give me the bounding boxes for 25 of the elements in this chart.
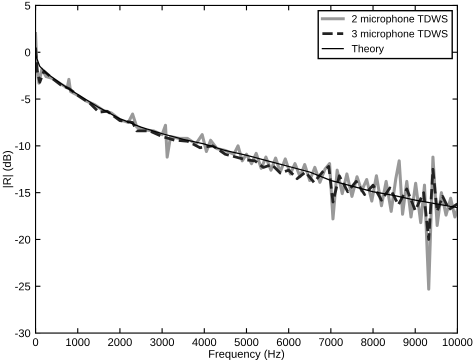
y-tick-label: -25 — [15, 282, 30, 290]
x-tick-label: 8000 — [361, 338, 385, 346]
y-tick-label: -5 — [21, 95, 30, 104]
y-tick-label: -15 — [15, 189, 30, 197]
x-tick-label: 3000 — [150, 338, 174, 346]
line-series — [36, 46, 458, 241]
x-tick-label: 4000 — [192, 338, 216, 346]
x-tick-label: 0 — [32, 338, 38, 346]
legend-label: Theory — [352, 44, 384, 54]
x-tick-label: 10000 — [442, 338, 472, 346]
y-tick-label: -30 — [15, 329, 30, 338]
x-tick-label: 9000 — [403, 338, 428, 346]
x-tick-label: 6000 — [276, 338, 301, 346]
x-tick-label: 7000 — [319, 338, 343, 346]
y-tick-label: -20 — [15, 236, 30, 244]
x-tick-label: 1000 — [66, 338, 90, 346]
x-tick-label: 2000 — [108, 338, 132, 346]
x-tick-label: 5000 — [234, 338, 258, 346]
y-tick-label: 0 — [24, 48, 30, 56]
legend-label: 2 microphone TDWS — [352, 14, 448, 25]
y-tick-label: 5 — [24, 2, 30, 10]
y-axis-title: |R| (dB) — [2, 151, 14, 188]
legend-label: 3 microphone TDWS — [352, 30, 448, 40]
y-tick-label: -10 — [15, 142, 30, 150]
x-axis-title: Frequency (Hz) — [209, 350, 284, 360]
